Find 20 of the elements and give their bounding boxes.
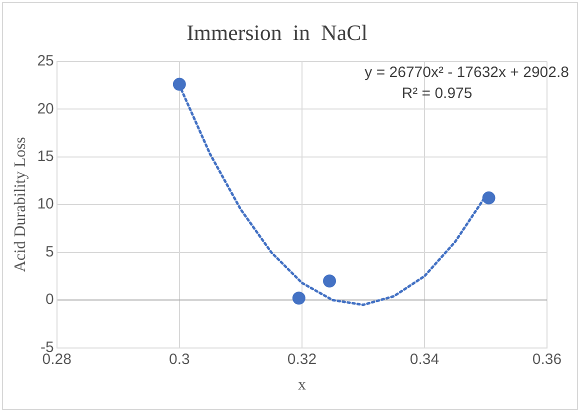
x-tick-label: 0.34	[410, 350, 440, 368]
y-tick-label: 25	[37, 52, 54, 70]
x-axis-title: x	[298, 376, 306, 394]
y-axis-title: Acid Durability Loss	[12, 137, 29, 272]
x-tick-label: 0.36	[532, 350, 562, 368]
y-tick-label: 10	[37, 196, 54, 213]
point	[292, 292, 306, 305]
point	[172, 78, 186, 91]
annotation: R² = 0.975	[402, 85, 472, 102]
y-tick-label: 0	[46, 291, 54, 308]
chart-title: Immersion in NaCl	[186, 20, 368, 45]
y-tick-label: 15	[37, 148, 54, 166]
x-tick-label: 0.3	[168, 350, 190, 368]
y-tick-label: 5	[46, 243, 54, 260]
point	[482, 191, 496, 204]
annotation: y = 26770x² - 17632x + 2902.8	[364, 64, 569, 82]
point	[323, 274, 336, 288]
x-tick-label: 0.28	[42, 350, 72, 368]
y-tick-label: 20	[37, 100, 54, 118]
x-tick-label: 0.32	[287, 350, 317, 368]
